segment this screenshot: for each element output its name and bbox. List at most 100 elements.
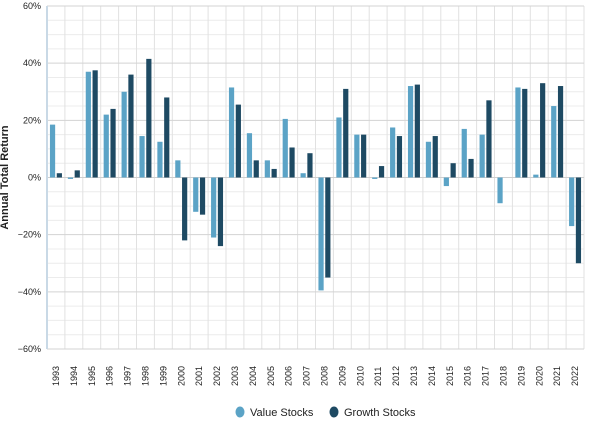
growth-stocks-bar-2001 <box>199 177 206 215</box>
value-stocks-bar-2013 <box>407 86 414 178</box>
x-tick-label: 2010 <box>355 366 365 386</box>
value-stocks-bar-2011 <box>372 177 378 179</box>
x-tick-label: 2013 <box>409 366 419 386</box>
x-tick-label: 2011 <box>373 367 383 386</box>
growth-stocks-bar-2010 <box>361 134 367 178</box>
legend: Value Stocks Growth Stocks <box>235 406 416 419</box>
growth-stocks-bar-1999 <box>164 97 170 178</box>
value-stocks-bar-2019 <box>515 87 521 178</box>
growth-stocks-bar-2013 <box>414 84 420 178</box>
value-stocks-bar-1999 <box>157 141 163 178</box>
legend-swatch <box>235 406 245 418</box>
x-tick-label: 1996 <box>105 366 115 386</box>
value-stocks-bar-1993 <box>49 124 56 178</box>
x-tick-label: 2005 <box>266 366 276 386</box>
legend-label: Value Stocks <box>250 407 314 419</box>
x-tick-label: 2020 <box>534 366 544 386</box>
legend-swatch <box>329 406 339 418</box>
value-stocks-bar-2009 <box>336 117 342 178</box>
growth-stocks-bar-1998 <box>146 58 152 178</box>
value-stocks-bar-2018 <box>497 177 503 204</box>
x-tick-label: 2002 <box>212 366 222 386</box>
growth-stocks-bar-2021 <box>557 86 564 178</box>
x-tick-label: 2016 <box>463 366 473 386</box>
x-tick-label: 2006 <box>284 366 294 386</box>
y-tick-label: 0% <box>28 173 41 183</box>
x-tick-label: 2003 <box>230 366 240 386</box>
growth-stocks-bar-2014 <box>432 136 438 178</box>
value-stocks-bar-2021 <box>551 106 557 178</box>
value-stocks-bar-2005 <box>264 160 270 178</box>
growth-stocks-bar-2020 <box>540 83 546 178</box>
growth-stocks-bar-2006 <box>289 147 295 178</box>
value-stocks-bar-2012 <box>390 127 396 178</box>
x-tick-label: 2019 <box>516 366 526 386</box>
growth-stocks-bar-2017 <box>486 100 492 178</box>
x-tick-label: 2017 <box>481 366 491 386</box>
value-stocks-bar-2008 <box>318 177 324 291</box>
y-tick-label: −20% <box>18 230 41 240</box>
value-stocks-bar-2010 <box>354 134 360 178</box>
growth-stocks-bar-2005 <box>271 168 277 178</box>
x-tick-label: 2014 <box>427 366 437 386</box>
growth-stocks-bar-2016 <box>468 158 474 178</box>
x-tick-label: 2004 <box>248 366 258 386</box>
growth-stocks-bar-2008 <box>325 177 331 278</box>
y-tick-label: 20% <box>23 115 41 125</box>
growth-stocks-bar-1995 <box>92 70 98 178</box>
value-stocks-bar-2020 <box>533 174 539 178</box>
growth-stocks-bar-2019 <box>522 88 528 178</box>
legend-label: Growth Stocks <box>344 407 416 419</box>
value-stocks-bar-2004 <box>246 133 253 178</box>
x-tick-label: 1997 <box>123 366 133 386</box>
x-tick-label: 2000 <box>176 366 186 386</box>
growth-stocks-bar-1997 <box>128 74 134 178</box>
value-stocks-bar-1996 <box>103 114 109 178</box>
y-tick-label: 60% <box>23 1 41 11</box>
value-stocks-bar-1997 <box>121 91 127 178</box>
value-stocks-bar-2002 <box>211 177 217 238</box>
x-tick-label: 2012 <box>391 366 401 386</box>
x-tick-label: 2018 <box>498 366 508 386</box>
y-axis-title: Annual Total Return <box>0 125 11 230</box>
value-stocks-bar-2001 <box>193 177 199 212</box>
x-tick-label: 2022 <box>570 366 580 386</box>
x-tick-label: 1998 <box>140 366 150 386</box>
growth-stocks-bar-2011 <box>378 166 385 178</box>
value-stocks-bar-1998 <box>139 136 145 178</box>
x-tick-label: 1994 <box>69 366 79 386</box>
growth-stocks-bar-2009 <box>343 88 349 178</box>
growth-stocks-bar-2012 <box>396 136 403 178</box>
growth-stocks-bar-1994 <box>74 170 80 178</box>
value-stocks-bar-2015 <box>443 177 449 187</box>
chart-grid <box>46 5 585 350</box>
growth-stocks-bar-2004 <box>253 160 259 178</box>
x-tick-label: 1995 <box>87 366 97 386</box>
bars <box>49 58 582 291</box>
y-axis: −60% −40% −20% 0% 20% 40% 60% <box>18 1 48 354</box>
value-stocks-bar-2022 <box>569 177 575 227</box>
growth-stocks-bar-2015 <box>450 163 456 178</box>
growth-stocks-bar-2007 <box>307 153 313 178</box>
value-stocks-bar-2017 <box>479 134 485 178</box>
value-stocks-bar-2003 <box>228 87 235 178</box>
x-tick-label: 2001 <box>194 366 204 386</box>
value-stocks-bar-2016 <box>461 128 467 178</box>
x-tick-label: 2021 <box>552 366 562 386</box>
x-tick-label: 2007 <box>302 366 312 386</box>
value-stocks-bar-2006 <box>282 118 288 178</box>
growth-stocks-bar-1993 <box>56 173 62 178</box>
value-stocks-bar-1995 <box>85 71 91 178</box>
x-tick-label: 1993 <box>51 366 61 386</box>
x-tick-label: 2015 <box>445 366 455 386</box>
value-stocks-bar-2014 <box>425 141 432 178</box>
growth-stocks-bar-2022 <box>575 177 582 264</box>
y-tick-label: −40% <box>18 287 41 297</box>
x-tick-label: 2008 <box>319 366 329 386</box>
value-stocks-bar-2000 <box>175 160 181 178</box>
x-axis: 1993 1994 1995 1996 1997 1998 1999 2000 2001 2002… <box>51 366 580 386</box>
value-stocks-bar-2007 <box>300 173 306 178</box>
x-tick-label: 2009 <box>337 366 347 386</box>
y-tick-label: 40% <box>23 58 41 68</box>
